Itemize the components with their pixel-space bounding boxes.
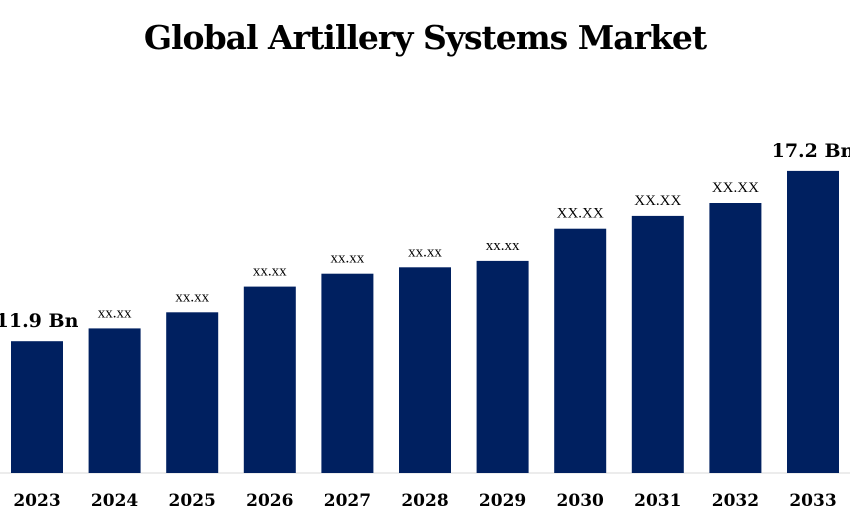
x-tick-2025: 2025 <box>169 491 216 511</box>
data-label-2033: 17.2 Bn <box>772 140 850 162</box>
bar-2027 <box>321 273 374 473</box>
x-tick-2032: 2032 <box>712 491 759 511</box>
x-tick-2024: 2024 <box>91 491 138 511</box>
x-tick-2029: 2029 <box>479 491 526 511</box>
x-tick-2027: 2027 <box>324 491 371 511</box>
data-label-2030: XX.XX <box>557 206 604 222</box>
data-labels-layer: 11.9 Bn xx.xx xx.xx xx.xx xx.xx xx.xx xx.xx XX.… <box>0 140 850 332</box>
x-tick-2033: 2033 <box>789 491 836 511</box>
data-label-2028: xx.xx <box>408 244 442 260</box>
bar-2025 <box>166 312 219 473</box>
x-tick-2026: 2026 <box>246 491 293 511</box>
data-label-2031: XX.XX <box>634 193 681 209</box>
x-tick-2030: 2030 <box>557 491 604 511</box>
x-tick-2023: 2023 <box>13 491 60 511</box>
bars-layer <box>11 170 839 473</box>
bar-2033 <box>787 170 839 473</box>
bar-2031 <box>631 215 684 473</box>
chart-title: Global Artillery Systems Market <box>143 18 707 57</box>
data-label-2032: XX.XX <box>712 180 759 196</box>
bar-2023 <box>11 341 63 473</box>
x-tick-labels-layer: 2023 2024 2025 2026 2027 2028 2029 2030 2031 2032… <box>13 491 836 511</box>
x-tick-2028: 2028 <box>401 491 448 511</box>
data-label-2027: xx.xx <box>331 251 365 267</box>
data-label-2029: xx.xx <box>486 238 520 254</box>
data-label-2026: xx.xx <box>253 264 287 280</box>
bar-2030 <box>554 228 607 473</box>
data-label-2025: xx.xx <box>175 289 209 305</box>
bar-2029 <box>476 260 529 473</box>
bar-2028 <box>399 267 451 473</box>
data-label-2024: xx.xx <box>98 305 132 321</box>
bar-2032 <box>709 203 762 473</box>
bar-2026 <box>243 286 296 473</box>
data-label-2023: 11.9 Bn <box>0 310 79 332</box>
bar-2024 <box>88 328 141 473</box>
x-tick-2031: 2031 <box>634 491 681 511</box>
